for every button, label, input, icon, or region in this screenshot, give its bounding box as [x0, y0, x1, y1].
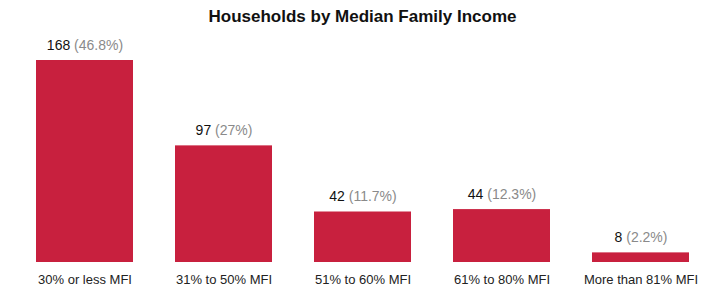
svg-text:51% to 60% MFI: 51% to 60% MFI — [315, 272, 411, 287]
svg-text:61% to 80% MFI: 61% to 80% MFI — [454, 272, 550, 287]
svg-text:168 (46.8%): 168 (46.8%) — [47, 37, 123, 53]
svg-text:44 (12.3%): 44 (12.3%) — [468, 186, 537, 202]
html-text:Households by Median Family In: Households by Median Family Income — [208, 7, 517, 26]
svg-text:8 (2.2%): 8 (2.2%) — [615, 229, 668, 245]
svg-text:30% or less MFI: 30% or less MFI — [38, 272, 132, 287]
svg-text:97 (27%): 97 (27%) — [196, 122, 253, 138]
svg-text:42 (11.7%): 42 (11.7%) — [329, 188, 396, 204]
svg-text:31% to 50% MFI: 31% to 50% MFI — [176, 272, 272, 287]
svg-text:More than 81% MFI: More than 81% MFI — [584, 272, 698, 287]
